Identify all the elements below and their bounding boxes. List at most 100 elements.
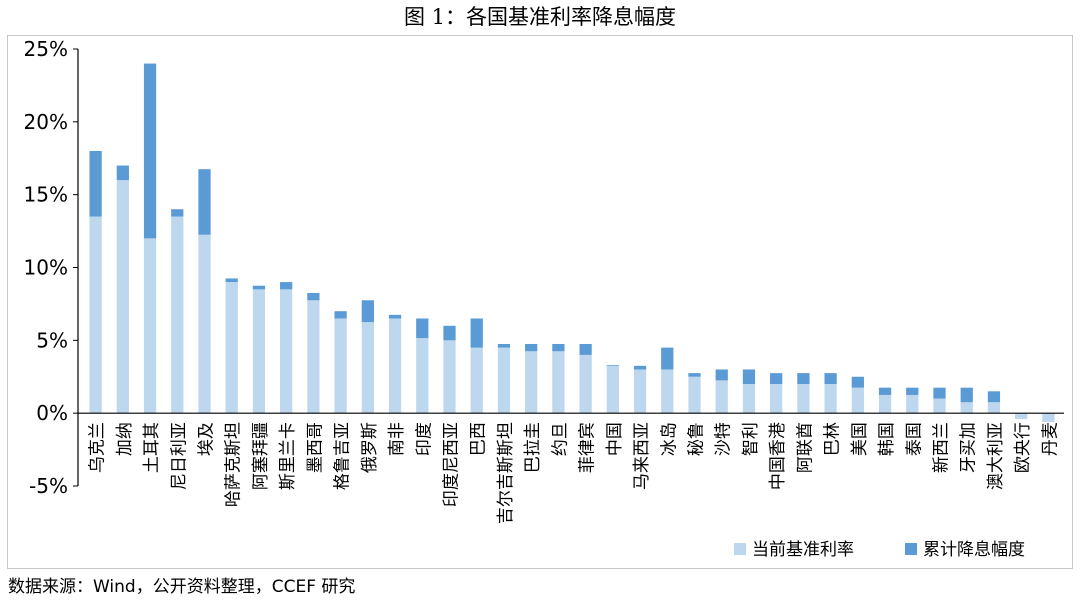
x-tick-label: 沙特 [714,422,734,456]
bar-cumulative-cut [906,387,919,395]
x-tick-label: 阿塞拜疆 [251,422,271,490]
bar-current-rate [661,369,674,414]
x-tick-label: 乌克兰 [88,422,108,473]
bar-cumulative-cut [960,387,973,403]
x-tick-label: 智利 [741,422,761,456]
bar-current-rate [198,234,211,414]
bar-current-rate [633,369,647,414]
x-tick-label: 约旦 [550,422,570,456]
bar-current-rate [933,398,946,414]
bar-chart: -5%0%5%10%15%20%25% 乌克兰 加纳 土耳其 尼日利亚 埃及 哈萨克斯坦阿… [24,37,1064,560]
bar-cumulative-cut [171,209,184,217]
x-tick-label: 泰国 [904,422,924,456]
source-note: 数据来源：Wind，公开资料整理，CCEF 研究 [8,577,356,597]
x-tick-label: 新西兰 [932,422,952,473]
bar-current-rate [1042,413,1055,422]
bar-cumulative-cut [416,318,429,339]
bar-cumulative-cut [525,343,538,352]
x-tick-label: 巴林 [823,422,843,456]
bar-cumulative-cut [878,387,892,395]
bar-cumulative-cut [497,343,511,348]
bar-cumulative-cut [443,325,456,341]
bar-current-rate [987,402,1001,414]
bar-current-rate [497,347,511,414]
bar-cumulative-cut [742,369,756,385]
x-tick-label: 巴拉圭 [523,422,543,473]
bar-current-rate [143,238,157,414]
bar-cumulative-cut [252,285,266,290]
bar-current-rate [824,384,837,414]
legend-swatch [734,543,746,555]
legend-label: 当前基准利率 [752,540,854,560]
bar-current-rate [960,402,973,414]
x-tick-label: 墨西哥 [305,422,325,473]
bar-cumulative-cut [388,314,402,319]
bar-current-rate [770,384,783,414]
bar-cumulative-cut [606,365,619,366]
bar-current-rate [742,384,756,414]
axes [77,49,1064,486]
x-tick-label: 澳大利亚 [986,422,1006,490]
bar-cumulative-cut [143,63,157,239]
x-tick-label: 加纳 [115,422,135,456]
x-tick-label: 韩国 [877,422,897,456]
bar-current-rate [606,365,619,414]
bar-cumulative-cut [797,373,810,385]
y-tick-label: 5% [36,328,68,352]
bar-current-rate [171,216,184,414]
bar-current-rate [878,394,892,414]
bar-cumulative-cut [688,373,701,377]
x-tick-label: 哈萨克斯坦 [224,422,244,507]
bar-current-rate [525,351,538,414]
x-tick-label: 中国香港 [768,422,788,490]
bar-current-rate [552,351,565,414]
bar-current-rate [851,387,864,414]
bar-cumulative-cut [770,373,783,385]
bar-cumulative-cut [933,387,946,399]
y-tick-label: -5% [29,474,68,498]
chart-title: 图 1：各国基准利率降息幅度 [403,5,677,29]
bar-cumulative-cut [280,282,293,290]
x-tick-label: 印度 [414,422,434,456]
bar-current-rate [688,376,701,414]
x-tick-label: 埃及 [197,422,217,456]
bar-current-rate [280,289,293,414]
bar-current-rate [579,354,592,414]
legend-label: 累计降息幅度 [923,540,1025,560]
x-tick-label: 吉尔吉斯斯坦 [496,422,516,524]
y-tick-label: 25% [24,37,68,61]
bar-current-rate [307,300,320,414]
x-tick-label: 欧央行 [1013,422,1033,473]
x-tick-label: 秘鲁 [687,422,707,456]
bar-cumulative-cut [307,292,320,301]
bar-current-rate [89,216,102,414]
bar-current-rate [416,338,429,414]
legend: 当前基准利率 累计降息幅度 [734,540,1025,560]
bar-cumulative-cut [116,165,129,181]
x-tick-label: 丹麦 [1040,422,1060,456]
x-tick-label: 斯里兰卡 [278,422,298,490]
bar-cumulative-cut [579,343,592,355]
chart-frame: -5% 0% 5% 10% 15% 20% 25% 乌克兰 加纳 土耳其 尼日利亚 埃及 哈萨克斯坦阿… [7,35,1073,569]
x-tick-label: 冰岛 [659,422,679,456]
bar-current-rate [470,347,483,414]
y-tick-label: 0% [36,401,68,425]
y-axis-ticks: -5% 0% 5% 10% 15% 20% 25% [24,37,78,498]
bar-cumulative-cut [552,343,565,352]
x-tick-label: 菲律宾 [578,422,598,473]
bar-cumulative-cut [89,150,102,217]
bar-current-rate [443,340,456,414]
x-tick-label: 巴西 [469,422,489,456]
bar-current-rate [252,289,266,414]
x-tick-label: 尼日利亚 [169,422,189,490]
x-tick-label: 俄罗斯 [360,422,380,473]
bar-cumulative-cut [851,376,864,388]
x-tick-label: 中国 [605,422,625,456]
x-tick-label: 牙买加 [959,422,979,473]
bar-current-rate [906,394,919,414]
y-tick-label: 15% [24,183,68,207]
bar-cumulative-cut [824,373,837,385]
bar-current-rate [715,380,728,414]
y-tick-label: 10% [24,256,68,280]
bar-cumulative-cut [470,318,483,348]
